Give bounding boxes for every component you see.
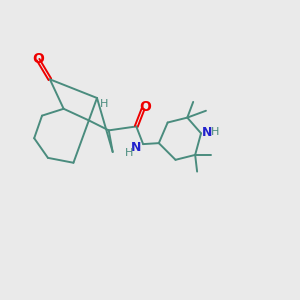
Text: H: H	[125, 148, 134, 158]
Text: H: H	[100, 99, 108, 109]
Text: N: N	[131, 141, 141, 154]
Text: H: H	[211, 127, 219, 137]
Text: O: O	[139, 100, 151, 114]
Text: N: N	[202, 126, 212, 139]
Text: O: O	[32, 52, 44, 66]
